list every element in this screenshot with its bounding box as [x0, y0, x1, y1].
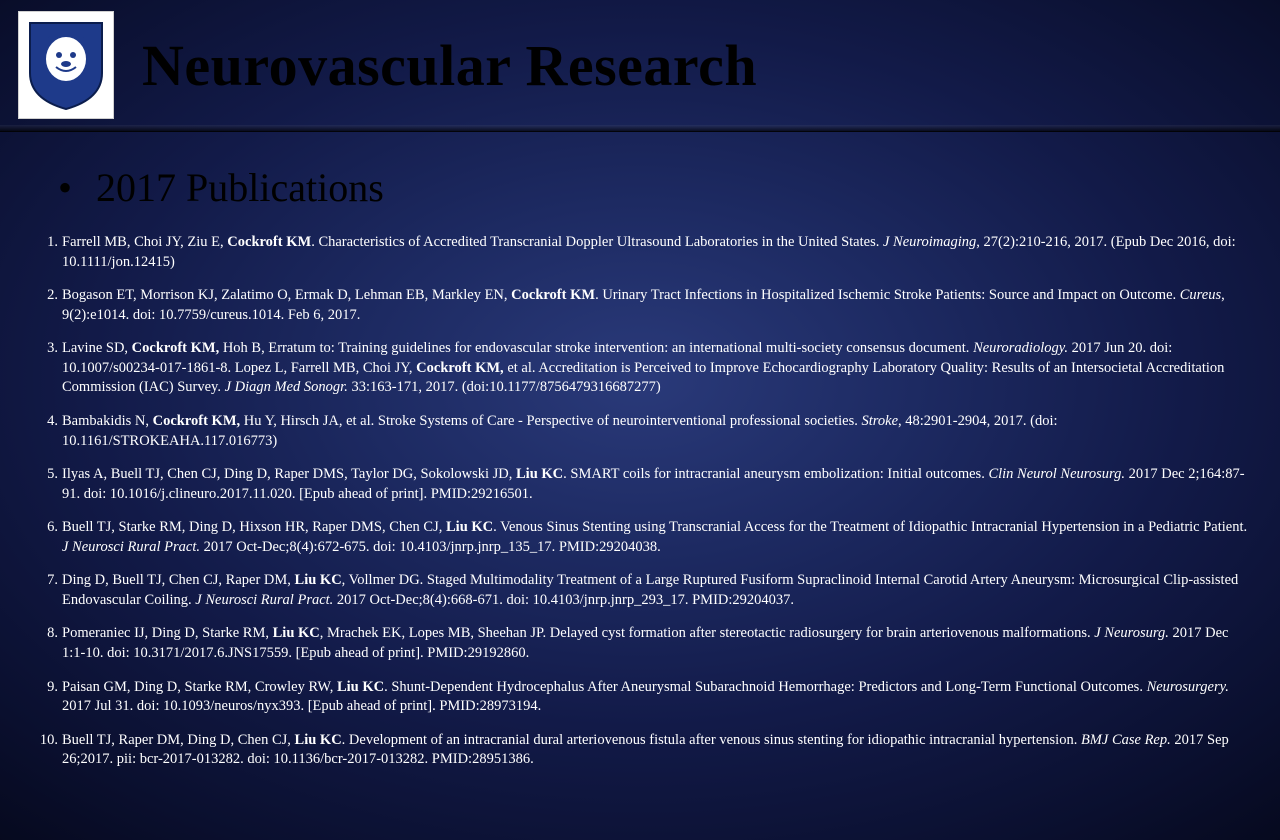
- publication-text: Cureus: [1180, 287, 1221, 303]
- section-heading: • 2017 Publications: [58, 164, 1264, 211]
- publication-text: . SMART coils for intracranial aneurysm …: [563, 466, 988, 482]
- publication-item: Pomeraniec IJ, Ding D, Starke RM, Liu KC…: [26, 624, 1254, 663]
- publication-text: Neuroradiology.: [973, 340, 1068, 356]
- publication-text: Liu KC: [295, 572, 342, 588]
- publication-text: Buell TJ, Starke RM, Ding D, Hixson HR, …: [62, 519, 446, 535]
- publication-text: Stroke: [862, 413, 899, 429]
- publication-text: Ilyas A, Buell TJ, Chen CJ, Ding D, Rape…: [62, 466, 516, 482]
- publication-text: , Mrachek EK, Lopes MB, Sheehan JP. Dela…: [320, 625, 1094, 641]
- publication-text: Pomeraniec IJ, Ding D, Starke RM,: [62, 625, 273, 641]
- publication-text: 2017 Oct-Dec;8(4):668-671. doi: 10.4103/…: [333, 592, 794, 608]
- publication-text: Liu KC: [295, 732, 342, 748]
- publication-text: Hu Y, Hirsch JA, et al. Stroke Systems o…: [240, 413, 861, 429]
- publication-text: Neurosurgery.: [1147, 679, 1229, 695]
- publication-text: Liu KC: [516, 466, 563, 482]
- publication-text: J Diagn Med Sonogr.: [225, 379, 348, 395]
- publication-text: Paisan GM, Ding D, Starke RM, Crowley RW…: [62, 679, 337, 695]
- publication-text: Clin Neurol Neurosurg.: [988, 466, 1125, 482]
- publication-text: Cockroft KM: [511, 287, 595, 303]
- publication-text: Cockroft KM,: [153, 413, 241, 429]
- publication-text: Bogason ET, Morrison KJ, Zalatimo O, Erm…: [62, 287, 511, 303]
- publication-text: Liu KC: [273, 625, 320, 641]
- publication-text: Liu KC: [337, 679, 384, 695]
- publication-text: Farrell MB, Choi JY, Ziu E,: [62, 234, 227, 250]
- publication-item: Lavine SD, Cockroft KM, Hoh B, Erratum t…: [26, 339, 1254, 398]
- header: Neurovascular Research: [0, 0, 1280, 130]
- publication-text: Bambakidis N,: [62, 413, 153, 429]
- publication-list: Farrell MB, Choi JY, Ziu E, Cockroft KM.…: [16, 233, 1264, 770]
- publication-text: . Venous Sinus Stenting using Transcrani…: [493, 519, 1247, 535]
- publication-text: . Urinary Tract Infections in Hospitaliz…: [595, 287, 1180, 303]
- section-heading-text: 2017 Publications: [96, 164, 384, 211]
- publication-text: Lavine SD,: [62, 340, 132, 356]
- publication-text: Hoh B, Erratum to: Training guidelines f…: [219, 340, 973, 356]
- publication-item: Buell TJ, Starke RM, Ding D, Hixson HR, …: [26, 518, 1254, 557]
- publication-text: Ding D, Buell TJ, Chen CJ, Raper DM,: [62, 572, 295, 588]
- publication-text: Buell TJ, Raper DM, Ding D, Chen CJ,: [62, 732, 295, 748]
- publication-text: J Neuroimaging: [883, 234, 976, 250]
- publication-text: Liu KC: [446, 519, 493, 535]
- publication-item: Ding D, Buell TJ, Chen CJ, Raper DM, Liu…: [26, 571, 1254, 610]
- publication-text: 33:163-171, 2017. (doi:10.1177/875647931…: [348, 379, 661, 395]
- publication-item: Farrell MB, Choi JY, Ziu E, Cockroft KM.…: [26, 233, 1254, 272]
- publication-item: Bambakidis N, Cockroft KM, Hu Y, Hirsch …: [26, 412, 1254, 451]
- publication-text: Cockroft KM,: [416, 360, 504, 376]
- publication-text: BMJ Case Rep.: [1081, 732, 1171, 748]
- page-title: Neurovascular Research: [142, 32, 757, 99]
- publication-text: J Neurosci Rural Pract.: [62, 539, 200, 555]
- publication-text: . Development of an intracranial dural a…: [342, 732, 1081, 748]
- publication-text: . Shunt-Dependent Hydrocephalus After An…: [384, 679, 1146, 695]
- bullet-icon: •: [58, 168, 72, 208]
- content-area: • 2017 Publications Farrell MB, Choi JY,…: [0, 130, 1280, 770]
- publication-item: Bogason ET, Morrison KJ, Zalatimo O, Erm…: [26, 286, 1254, 325]
- publication-text: Cockroft KM: [227, 234, 311, 250]
- publication-text: 2017 Jul 31. doi: 10.1093/neuros/nyx393.…: [62, 698, 541, 714]
- publication-item: Paisan GM, Ding D, Starke RM, Crowley RW…: [26, 678, 1254, 717]
- publication-text: . Characteristics of Accredited Transcra…: [311, 234, 883, 250]
- publication-item: Buell TJ, Raper DM, Ding D, Chen CJ, Liu…: [26, 731, 1254, 770]
- shield-icon: [24, 17, 108, 113]
- university-logo: [18, 11, 114, 119]
- publication-text: J Neurosci Rural Pract.: [195, 592, 333, 608]
- publication-text: J Neurosurg.: [1094, 625, 1169, 641]
- publication-text: Cockroft KM,: [132, 340, 220, 356]
- publication-text: 2017 Oct-Dec;8(4):672-675. doi: 10.4103/…: [200, 539, 661, 555]
- publication-item: Ilyas A, Buell TJ, Chen CJ, Ding D, Rape…: [26, 465, 1254, 504]
